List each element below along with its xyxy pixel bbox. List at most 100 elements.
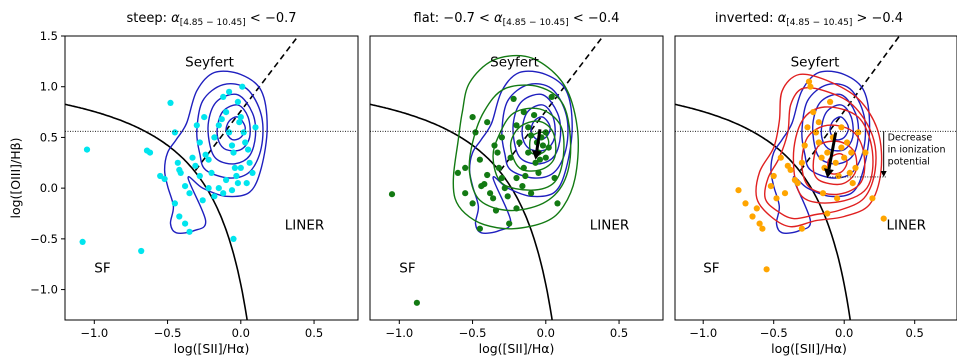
- sf-boundary-line: [65, 103, 248, 320]
- contour-line: [792, 106, 874, 204]
- data-point: [237, 164, 244, 171]
- data-point: [211, 193, 218, 200]
- data-point: [252, 124, 259, 131]
- seyfert-label: Seyfert: [791, 54, 840, 70]
- data-point: [211, 134, 218, 141]
- data-point: [469, 200, 476, 207]
- data-point: [513, 174, 520, 182]
- data-point: [787, 166, 794, 173]
- data-point: [236, 119, 243, 126]
- data-point: [174, 159, 181, 166]
- sf-label: SF: [703, 260, 719, 276]
- x-tick-label: 0.0: [835, 326, 853, 340]
- data-point: [491, 142, 498, 149]
- liner-label: LINER: [590, 218, 630, 234]
- shift-arrowhead: [531, 150, 542, 160]
- y-tick-label: 0.0: [40, 181, 58, 195]
- data-point: [138, 247, 145, 255]
- data-point: [807, 83, 814, 90]
- y-tick-label: −0.5: [30, 232, 58, 246]
- data-point: [551, 174, 558, 182]
- data-point: [215, 185, 222, 192]
- data-point: [484, 171, 491, 179]
- data-point: [246, 159, 253, 166]
- data-point: [525, 124, 532, 131]
- x-tick-label: 0.5: [906, 326, 924, 340]
- x-tick-label: 0.0: [537, 326, 555, 340]
- data-point: [237, 114, 244, 121]
- data-point: [176, 213, 183, 220]
- data-point: [223, 176, 230, 184]
- y-tick-label: 1.0: [40, 80, 58, 94]
- axes-frame: [64, 35, 359, 321]
- data-point: [201, 114, 208, 121]
- data-point: [545, 144, 552, 151]
- panel-2: −1.0 −0.5 0.0 0.5 log([SII]/Hα) flat: −0.7 < …: [369, 11, 664, 356]
- plot-area: [370, 36, 605, 320]
- data-point: [249, 169, 256, 176]
- contour-line: [512, 93, 562, 165]
- data-point: [528, 190, 535, 197]
- data-point: [498, 174, 505, 182]
- x-tick-label: −0.5: [459, 326, 487, 340]
- data-point: [202, 151, 209, 158]
- x-tick-label: −1.0: [385, 326, 413, 340]
- data-point: [827, 98, 834, 105]
- data-point: [781, 190, 789, 197]
- data-point: [749, 213, 756, 220]
- data-point: [157, 172, 164, 180]
- data-point: [494, 149, 501, 156]
- data-point: [869, 195, 876, 202]
- data-point: [824, 149, 831, 156]
- data-point: [798, 159, 806, 166]
- data-point: [542, 154, 549, 161]
- data-point: [230, 235, 237, 242]
- data-point: [240, 129, 247, 136]
- data-point: [234, 180, 241, 187]
- data-point: [242, 139, 249, 146]
- data-point: [228, 142, 236, 149]
- data-point: [848, 149, 855, 156]
- shift-arrow: [535, 129, 542, 152]
- data-point: [239, 83, 246, 90]
- x-tick-label: 0.5: [305, 326, 323, 340]
- data-point: [525, 149, 532, 156]
- data-point: [834, 195, 841, 202]
- panel-1: −1.0 −0.5 0.0 0.5 1.5 1.0 0.5 0.0 −0.5 −1.0 log([S…: [8, 11, 359, 356]
- shift-arrowhead: [824, 168, 834, 178]
- data-point: [516, 139, 523, 146]
- contour-line: [820, 104, 854, 152]
- data-point: [539, 142, 547, 149]
- contour-line: [468, 84, 572, 212]
- data-point: [770, 172, 777, 180]
- data-point: [228, 187, 236, 194]
- data-point: [484, 119, 491, 126]
- data-point: [801, 142, 808, 149]
- data-point: [186, 190, 193, 197]
- contour-line: [509, 120, 557, 172]
- data-point: [510, 95, 517, 102]
- decrease-annotation-line: Decrease: [888, 132, 933, 143]
- data-point: [83, 146, 91, 153]
- data-point: [189, 154, 196, 161]
- data-point: [763, 266, 770, 273]
- data-point: [804, 124, 811, 131]
- data-point: [495, 164, 502, 171]
- data-point: [735, 187, 742, 194]
- data-point: [855, 129, 862, 136]
- decrease-arrowhead: [880, 170, 887, 177]
- data-point: [171, 200, 178, 207]
- seyfert-label: Seyfert: [490, 54, 539, 70]
- data-point: [476, 156, 483, 163]
- data-point: [472, 129, 479, 136]
- contour-line: [196, 83, 264, 179]
- data-point: [501, 185, 508, 192]
- data-point: [469, 114, 476, 121]
- data-point: [146, 149, 154, 156]
- data-point: [742, 200, 749, 207]
- data-point: [490, 195, 497, 202]
- data-point: [233, 172, 240, 180]
- data-point: [193, 122, 200, 129]
- data-point: [832, 159, 839, 166]
